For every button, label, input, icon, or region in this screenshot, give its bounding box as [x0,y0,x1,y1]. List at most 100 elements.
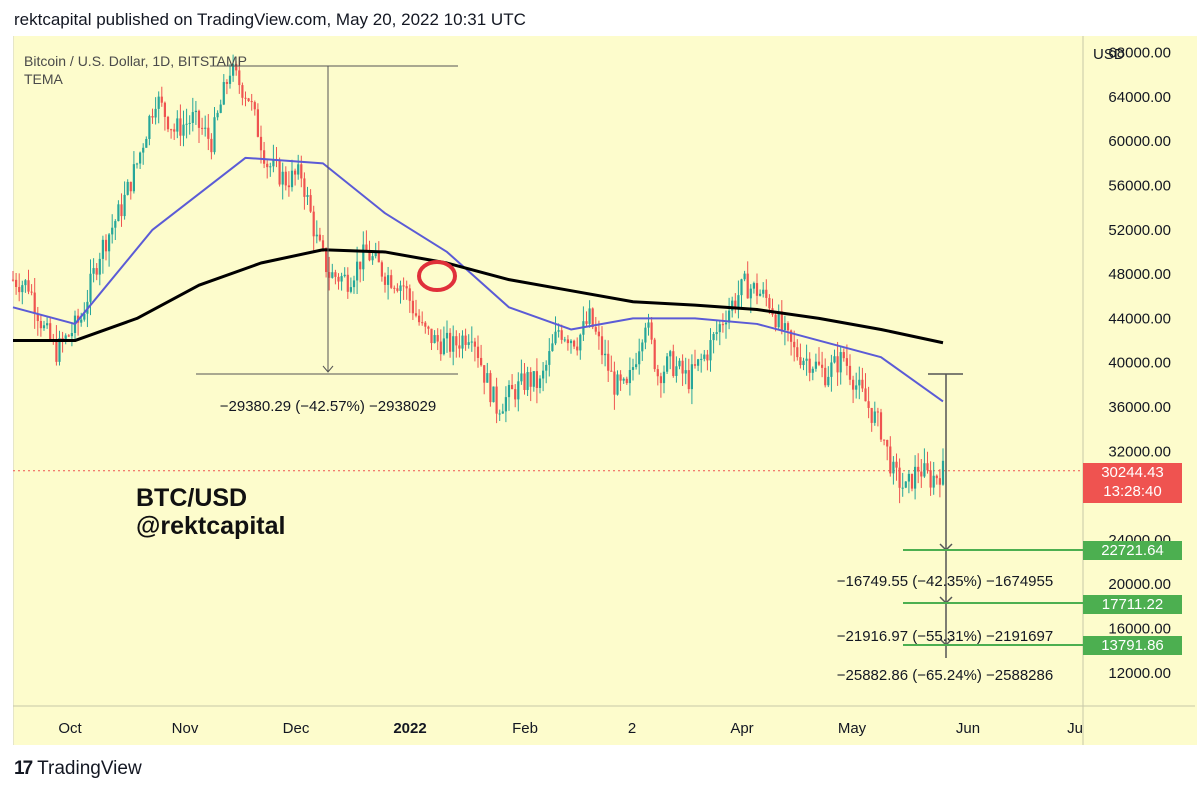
candle-body [687,370,690,390]
candle-body [33,292,36,314]
candle-body [495,386,498,414]
candle-body [703,354,706,359]
candle-body [842,352,845,359]
candle-body [755,283,759,296]
candle-body [207,127,210,139]
candle-body [337,276,340,282]
candle-body [718,324,721,333]
candle-body [914,466,917,489]
candle-body [201,127,204,129]
candle-body [941,460,945,485]
candle-body [272,159,275,167]
candle-body [734,300,737,308]
candle-body [867,401,870,408]
candle-body [343,274,346,277]
candle-body [811,368,814,373]
candle-body [377,252,380,263]
candle-body [737,295,740,308]
level-tag-3: 13791.86 [1083,636,1182,655]
candle-body [628,369,631,384]
candle-body [349,287,352,292]
candle-body [126,181,129,195]
candle-body [762,289,765,294]
candle-body [256,109,259,137]
candle-body [532,371,535,387]
candle-body [294,170,297,175]
candle-body [436,335,439,342]
x-tick-label: Ju [1067,720,1083,737]
candle-body [864,388,867,402]
candle-body [883,439,886,441]
candle-body [780,311,783,331]
candle-body [876,411,879,413]
candle-body [504,397,507,412]
candle-body [80,319,83,323]
candle-body [610,370,613,372]
measure-label-4: −25882.86 (−65.24%) −2588286 [837,667,1053,684]
candle-body [569,340,573,344]
candle-body [430,328,433,344]
candle-body [765,289,768,298]
candle-body [213,117,216,153]
candle-body [352,280,356,288]
candle-body [929,470,932,488]
candle-body [898,467,901,488]
candle-body [573,340,576,347]
candle-body [157,96,160,109]
candle-body [235,63,238,71]
candle-body [163,102,166,117]
publish-header: rektcapital published on TradingView.com… [14,10,526,29]
candle-body [111,227,114,235]
candle-body [845,358,848,366]
candle-body [901,487,904,489]
candle-body [464,335,467,345]
candle-body [669,351,672,357]
candle-body [740,279,743,296]
candle-body [390,275,393,288]
candle-body [675,366,678,376]
y-tick-label: 20000.00 [1108,576,1171,593]
candle-body [98,258,101,275]
candle-body [501,411,504,414]
candle-body [647,322,650,328]
candle-body [312,211,315,237]
chart-area[interactable] [13,36,1197,745]
candle-body [923,463,926,477]
candle-body [356,261,359,281]
candle-body [830,362,833,377]
y-tick-label: 40000.00 [1108,355,1171,372]
candle-body [604,353,607,356]
y-tick-label: 44000.00 [1108,310,1171,327]
candle-body [427,326,430,329]
candle-body [641,342,644,352]
candle-body [39,320,42,329]
candle-body [759,293,762,296]
candle-body [563,339,566,341]
candle-body [132,164,135,192]
candle-body [92,268,95,274]
candle-body [281,171,284,185]
candle-body [678,360,681,367]
tema-fast-line [12,156,944,403]
candle-body [752,283,755,289]
candle-body [514,389,517,400]
candle-body [287,185,290,188]
candle-body [70,332,73,337]
candle-body [334,272,337,277]
footer-brand: TradingView [37,758,142,779]
candle-body [579,334,582,351]
candle-body [83,313,86,320]
candle-body [498,413,501,415]
candle-body [560,330,563,340]
candle-body [129,181,132,192]
candle-body [263,150,266,164]
x-tick-label: May [838,720,867,737]
candle-body [359,261,362,270]
candle-body [439,341,442,355]
footer[interactable]: 17 TradingView [14,758,142,780]
y-tick-label: 48000.00 [1108,266,1171,283]
candle-body [712,334,715,341]
candle-body [470,341,473,343]
candle-body [538,378,542,388]
